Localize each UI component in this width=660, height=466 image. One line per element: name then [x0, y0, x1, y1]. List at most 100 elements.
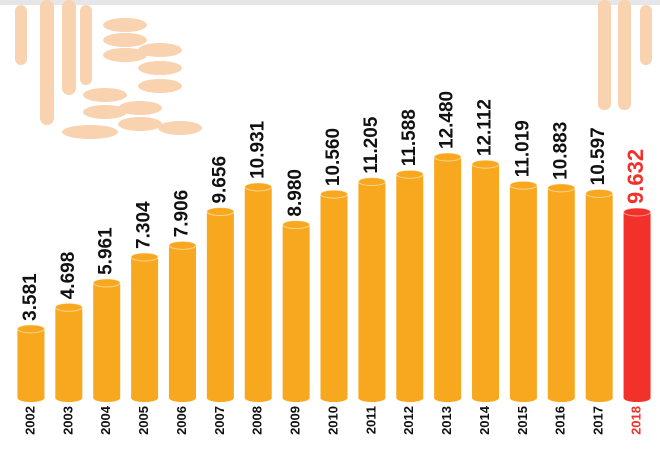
- x-tick-label: 2014: [477, 405, 492, 435]
- bar-cap: [206, 207, 235, 217]
- coin: [138, 43, 182, 57]
- figure-leg: [618, 0, 631, 110]
- coin: [103, 48, 147, 62]
- bar-base: [282, 394, 310, 402]
- bar-base: [434, 394, 462, 402]
- x-tick-label: 2013: [439, 406, 454, 435]
- bar-base: [358, 394, 386, 402]
- bar-cap: [395, 169, 424, 179]
- bar-base: [623, 394, 651, 402]
- decoration-left: [15, 0, 202, 139]
- x-tick-label: 2003: [60, 406, 75, 435]
- x-tick-label: 2011: [363, 406, 378, 434]
- top-band: [0, 0, 660, 5]
- bar-cap: [320, 189, 348, 199]
- bar-cap: [92, 278, 121, 288]
- bar-base: [168, 394, 196, 402]
- bar: [131, 256, 159, 398]
- bar-cap: [282, 220, 311, 230]
- value-label: 11.588: [399, 109, 420, 166]
- x-tick-label: 2009: [288, 406, 303, 435]
- x-tick-label: 2015: [515, 406, 530, 435]
- bar-base: [509, 394, 537, 402]
- bar-cap: [547, 183, 576, 193]
- bar-base: [472, 394, 500, 402]
- value-label: 10.597: [588, 127, 609, 185]
- bar: [17, 328, 45, 398]
- coin: [118, 101, 162, 115]
- bar: [585, 193, 613, 398]
- value-label: 12.112: [475, 99, 496, 156]
- bar: [509, 185, 537, 398]
- x-tick-label: 2018: [628, 406, 643, 435]
- value-label: 10.931: [247, 120, 268, 179]
- x-tick-label: 2017: [591, 406, 606, 435]
- coin: [158, 121, 202, 135]
- figure-arm: [640, 5, 652, 65]
- bar-base: [244, 394, 272, 402]
- bar-cap: [244, 182, 273, 192]
- bar-cap: [168, 240, 197, 250]
- figure-leg: [40, 0, 54, 125]
- bar-cap: [433, 152, 462, 162]
- bar-base: [320, 394, 348, 402]
- coin: [103, 18, 147, 32]
- coin: [138, 79, 182, 93]
- figure-leg: [62, 0, 76, 95]
- x-tick-label: 2010: [325, 406, 340, 435]
- bar: [434, 157, 462, 398]
- x-tick-label: 2007: [212, 406, 227, 435]
- x-tick-label: 2002: [22, 406, 37, 435]
- value-label: 3.581: [20, 273, 41, 321]
- bar: [55, 307, 83, 398]
- value-label: 10.883: [550, 122, 571, 180]
- bar-base: [93, 394, 121, 402]
- figure-arm: [15, 5, 27, 65]
- bar-cap: [130, 252, 159, 262]
- value-label: 8.980: [285, 169, 306, 217]
- value-label: 7.906: [171, 190, 192, 238]
- bar-cap: [623, 207, 652, 217]
- bar: [206, 211, 234, 398]
- x-tick-label: 2006: [174, 406, 189, 435]
- value-label: 11.205: [361, 116, 382, 173]
- coin: [103, 33, 147, 47]
- bar: [282, 224, 310, 398]
- figure-leg: [598, 0, 611, 110]
- coin: [83, 105, 127, 119]
- bar: [547, 187, 575, 398]
- x-tick-label: 2008: [250, 406, 265, 435]
- bar-cap: [471, 159, 500, 169]
- value-label: 7.304: [134, 201, 155, 249]
- bar-base: [17, 394, 45, 402]
- bar: [623, 211, 651, 398]
- bar-cap: [16, 324, 45, 334]
- coin: [138, 61, 182, 75]
- bar-cap: [585, 188, 614, 198]
- bar-base: [396, 394, 424, 402]
- bar-base: [131, 394, 159, 402]
- bar: [396, 174, 424, 398]
- coin: [118, 117, 162, 131]
- decoration-right: [598, 0, 652, 110]
- bar-base: [55, 394, 83, 402]
- bar: [472, 164, 500, 398]
- bar-base: [585, 394, 613, 402]
- figure-arm: [80, 5, 92, 85]
- bar-cap: [357, 177, 386, 187]
- value-label: 10.560: [323, 128, 344, 186]
- value-label: 9.656: [209, 156, 230, 204]
- bar-cap: [509, 180, 538, 190]
- value-label: 9.632: [623, 149, 648, 204]
- value-label: 4.698: [58, 252, 79, 300]
- bar: [93, 282, 121, 398]
- coin: [83, 88, 127, 102]
- bar-base: [206, 394, 234, 402]
- bar: [168, 245, 196, 398]
- bar: [320, 194, 348, 398]
- bar: [358, 181, 386, 398]
- value-label: 12.480: [437, 91, 458, 149]
- x-tick-label: 2012: [401, 406, 416, 435]
- bar-base: [547, 394, 575, 402]
